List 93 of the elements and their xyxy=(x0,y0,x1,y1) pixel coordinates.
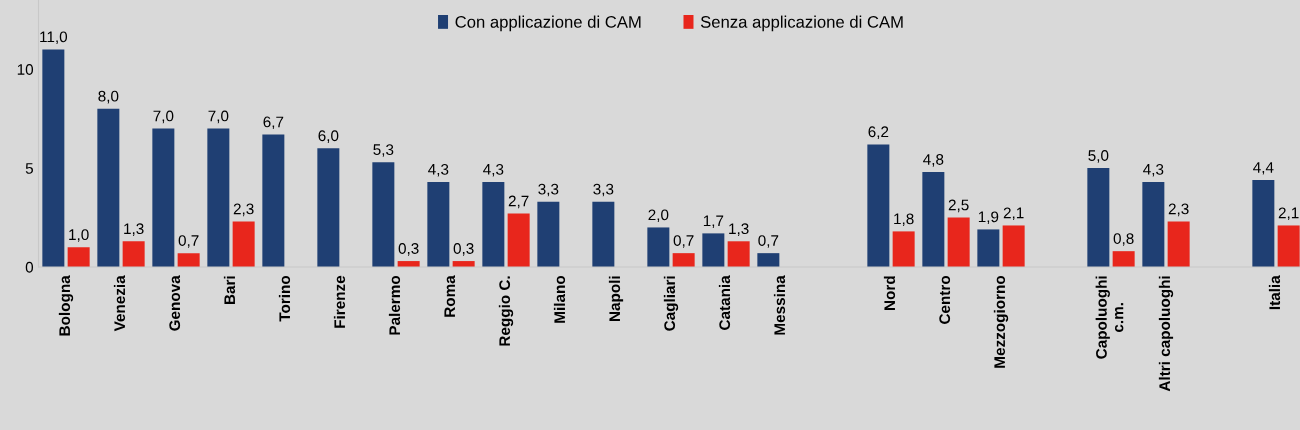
bar xyxy=(647,227,670,267)
x-tick-label: Centro xyxy=(939,275,951,324)
data-label: 1,3 xyxy=(729,223,749,236)
bar xyxy=(42,49,65,267)
bar xyxy=(1112,251,1135,267)
data-label: 4,8 xyxy=(923,154,944,167)
x-tick-label: Altri capoluoghi xyxy=(1158,276,1174,392)
bar xyxy=(1167,221,1190,267)
bar xyxy=(727,241,750,267)
data-label: 2,1 xyxy=(1278,207,1299,221)
x-tick-label: Milano xyxy=(553,275,566,323)
data-label: 0,3 xyxy=(398,243,419,256)
bar xyxy=(757,253,780,267)
x-tick-label: Genova xyxy=(169,275,181,331)
bar xyxy=(67,247,90,267)
bar xyxy=(977,229,1000,267)
data-label: 2,0 xyxy=(648,209,669,223)
x-tick-label: Nord xyxy=(883,276,896,310)
data-label: 4,3 xyxy=(1143,163,1164,177)
data-label: 3,3 xyxy=(593,183,614,197)
x-tick-label: Firenze xyxy=(333,275,346,328)
legend-label: Senza applicazione di CAM xyxy=(700,15,903,32)
data-label: 5,3 xyxy=(373,144,394,157)
data-label: 11,0 xyxy=(40,31,68,45)
bar xyxy=(177,253,200,267)
y-tick-label: 10 xyxy=(17,64,34,75)
x-tick-label: Italia xyxy=(1268,275,1281,310)
data-label: 3,3 xyxy=(538,183,559,197)
x-tick-label: Venezia xyxy=(113,275,126,332)
data-label: 1,3 xyxy=(124,223,144,236)
data-label: 5,0 xyxy=(1088,150,1109,163)
bar xyxy=(1142,181,1165,267)
bar xyxy=(947,217,970,267)
x-tick-label: Capoluoghi c.m. xyxy=(1095,276,1124,359)
bar xyxy=(922,172,945,267)
bar xyxy=(372,162,395,267)
data-label: 8,0 xyxy=(98,90,119,104)
bar xyxy=(672,253,695,267)
data-label: 0,7 xyxy=(178,235,199,248)
bar xyxy=(892,231,915,267)
bar xyxy=(1252,179,1275,267)
data-label: 0,8 xyxy=(1113,233,1134,246)
x-tick-label: Mezzogiorno xyxy=(993,275,1009,368)
x-tick-label: Bologna xyxy=(58,275,74,336)
data-label: 2,5 xyxy=(948,199,969,213)
x-tick-label: Napoli xyxy=(608,276,624,321)
bar xyxy=(1002,225,1025,267)
bar xyxy=(262,134,285,267)
bar xyxy=(592,201,615,267)
y-tick-label: 0 xyxy=(25,261,34,273)
bar xyxy=(537,201,560,267)
data-label: 4,3 xyxy=(428,163,449,177)
bar xyxy=(97,108,120,267)
x-tick-label: Roma xyxy=(444,275,456,317)
data-label: 2,3 xyxy=(233,203,254,217)
data-label: 6,2 xyxy=(868,126,889,139)
data-label: 0,3 xyxy=(453,243,474,256)
bar xyxy=(232,221,255,267)
bar xyxy=(122,241,145,267)
data-label: 0,7 xyxy=(673,235,694,248)
y-tick-label: 5 xyxy=(25,163,33,174)
data-label: 1,9 xyxy=(978,211,999,225)
data-label: 0,7 xyxy=(758,235,779,248)
bar xyxy=(702,233,725,267)
data-label: 2,3 xyxy=(1168,203,1189,217)
bar xyxy=(867,144,890,267)
x-tick-label: Messina xyxy=(773,275,786,335)
bar xyxy=(1277,225,1300,267)
data-label: 1,0 xyxy=(69,229,89,242)
x-tick-label: Reggio C. xyxy=(498,276,514,346)
bar xyxy=(317,148,340,267)
data-label: 1,8 xyxy=(894,213,914,227)
data-label: 6,7 xyxy=(263,116,284,130)
x-tick-label: Catania xyxy=(718,275,731,330)
data-label: 1,7 xyxy=(703,215,724,228)
bar xyxy=(482,181,505,267)
bar xyxy=(1087,168,1110,267)
data-label: 2,7 xyxy=(508,195,529,209)
bar xyxy=(427,181,450,267)
bar xyxy=(207,128,230,267)
bar xyxy=(152,128,175,267)
legend-label: Con applicazione di CAM xyxy=(455,15,641,32)
x-tick-label: Bari xyxy=(223,276,236,305)
data-label: 6,0 xyxy=(318,130,339,143)
data-label: 2,1 xyxy=(1003,207,1024,221)
data-label: 7,0 xyxy=(153,110,174,124)
bar xyxy=(507,213,530,267)
data-label: 4,3 xyxy=(483,163,504,177)
data-label: 7,0 xyxy=(208,110,229,124)
x-tick-label: Palermo xyxy=(388,275,401,335)
data-label: 4,4 xyxy=(1253,162,1274,175)
x-tick-label: Torino xyxy=(278,275,291,322)
x-tick-label: Cagliari xyxy=(663,276,679,331)
